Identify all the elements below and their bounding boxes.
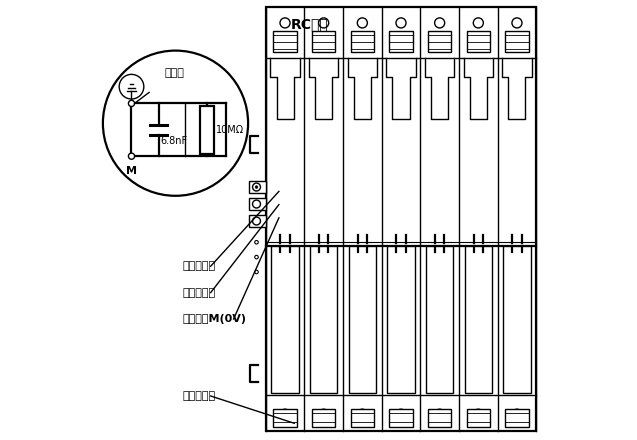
Circle shape [396, 18, 406, 28]
Circle shape [473, 409, 484, 421]
Bar [428, 409, 451, 427]
Bar [467, 409, 490, 427]
Circle shape [255, 241, 258, 244]
Circle shape [255, 270, 258, 274]
Text: 6.8nF: 6.8nF [160, 136, 187, 146]
Circle shape [357, 18, 368, 28]
Bar [389, 409, 413, 427]
Circle shape [252, 200, 261, 208]
Bar [200, 106, 214, 154]
Bar [266, 7, 536, 431]
Bar [273, 31, 297, 52]
Bar [310, 246, 337, 393]
Circle shape [255, 255, 258, 259]
Bar [312, 31, 335, 52]
Circle shape [129, 153, 134, 159]
Bar [273, 409, 297, 427]
Bar [271, 246, 299, 393]
Circle shape [252, 217, 261, 225]
Circle shape [473, 18, 483, 28]
Circle shape [280, 18, 290, 28]
Bar [426, 246, 453, 393]
Bar [503, 246, 531, 393]
Circle shape [279, 409, 291, 421]
Circle shape [318, 409, 329, 421]
Text: 大地连接端: 大地连接端 [182, 391, 215, 401]
Circle shape [255, 186, 258, 188]
Circle shape [129, 100, 134, 106]
Bar [312, 409, 335, 427]
Circle shape [252, 183, 261, 191]
Bar [349, 246, 376, 393]
Bar [505, 31, 529, 52]
Text: 框架连接端: 框架连接端 [182, 261, 215, 271]
Bar [249, 181, 266, 193]
Bar [465, 246, 492, 393]
Bar [249, 198, 266, 210]
Text: 10MΩ: 10MΩ [216, 125, 244, 135]
Text: M: M [126, 166, 137, 176]
Bar [351, 409, 374, 427]
Bar [505, 409, 529, 427]
Bar [351, 31, 374, 52]
Circle shape [395, 409, 407, 421]
Bar [467, 31, 490, 52]
Text: RC网络: RC网络 [291, 17, 329, 31]
Text: 跳接器: 跳接器 [164, 68, 184, 77]
Bar [389, 31, 413, 52]
Circle shape [357, 409, 368, 421]
Text: 金属连接器: 金属连接器 [182, 288, 215, 297]
Circle shape [434, 18, 445, 28]
Circle shape [434, 409, 445, 421]
Text: 参考电位M(0V): 参考电位M(0V) [182, 314, 246, 324]
Circle shape [318, 18, 329, 28]
Bar [428, 31, 451, 52]
Bar [249, 215, 266, 227]
Bar [387, 246, 415, 393]
Circle shape [512, 409, 523, 421]
Circle shape [512, 18, 522, 28]
Circle shape [119, 74, 144, 99]
Circle shape [103, 51, 248, 196]
